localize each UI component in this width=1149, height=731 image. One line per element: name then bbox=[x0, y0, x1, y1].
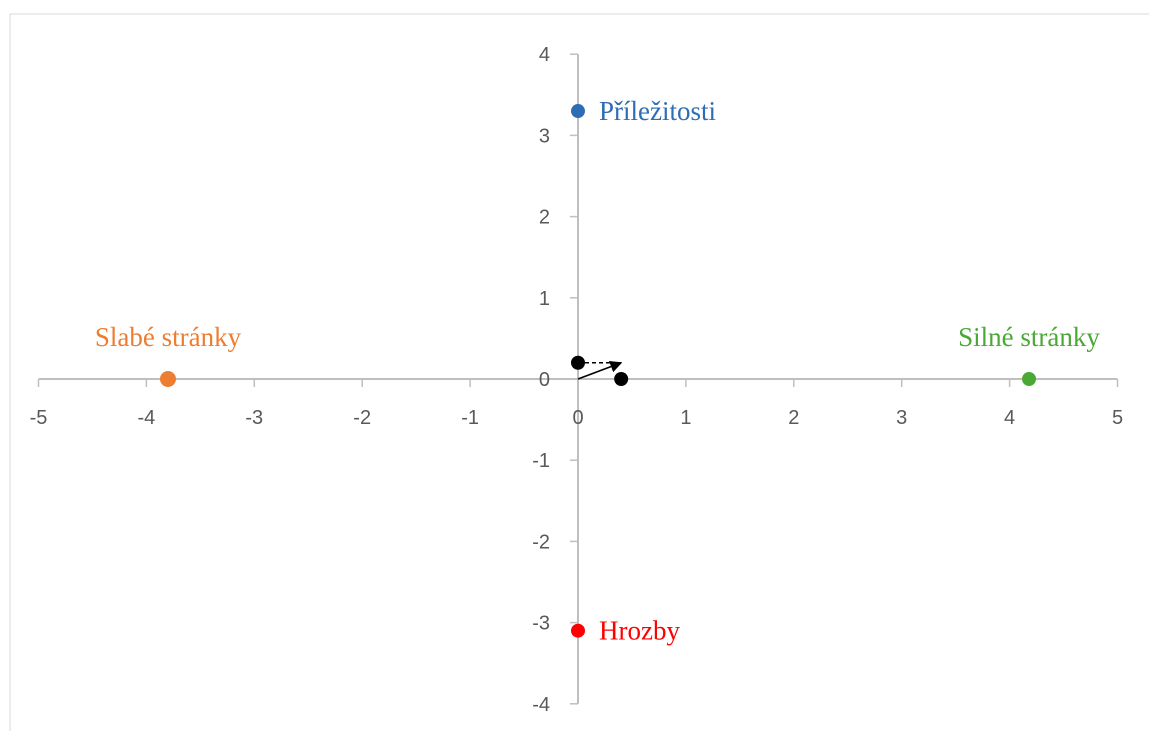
y-tick-label: -4 bbox=[532, 694, 550, 716]
vector-point bbox=[571, 355, 585, 370]
point-labels: Příležitosti Slabé stránky Silné stránky Hr… bbox=[95, 96, 1101, 646]
data-point-label: Slabé stránky bbox=[95, 322, 242, 352]
vector-point bbox=[614, 372, 629, 386]
x-tick-label: -4 bbox=[138, 407, 156, 429]
x-tick-label: -3 bbox=[245, 407, 263, 429]
data-point-label: Hrozby bbox=[599, 616, 680, 646]
y-tick-labels: -4 -3 -2 -1 0 1 2 3 4 bbox=[532, 44, 550, 716]
y-tick-label: -3 bbox=[532, 613, 550, 635]
x-tick-label: -2 bbox=[353, 407, 371, 429]
data-point bbox=[159, 371, 176, 387]
y-tick-label: 4 bbox=[539, 44, 550, 66]
x-tick-label: -1 bbox=[461, 407, 479, 429]
data-point bbox=[1022, 372, 1037, 386]
x-tick-label: 0 bbox=[572, 407, 583, 429]
y-tick-label: 3 bbox=[539, 125, 550, 147]
x-tick-label: 3 bbox=[896, 407, 907, 429]
y-tick-label: 2 bbox=[539, 207, 550, 229]
data-point bbox=[571, 623, 585, 638]
vectors bbox=[577, 360, 623, 380]
x-tick-label: -5 bbox=[30, 407, 48, 429]
x-tick-labels: -5 -4 -3 -2 -1 0 1 2 3 4 5 bbox=[30, 407, 1123, 429]
resultant-vector-arrow bbox=[577, 360, 623, 380]
y-tick-label: -2 bbox=[532, 531, 550, 553]
y-tick-label: 0 bbox=[539, 369, 550, 391]
data-point-label: Příležitosti bbox=[599, 96, 716, 126]
data-points bbox=[159, 104, 1037, 638]
x-tick-label: 1 bbox=[680, 407, 691, 429]
x-tick-label: 4 bbox=[1004, 407, 1015, 429]
x-tick-label: 5 bbox=[1112, 407, 1123, 429]
y-tick-label: 1 bbox=[539, 288, 550, 310]
data-point-label: Silné stránky bbox=[958, 322, 1100, 352]
data-point bbox=[571, 104, 585, 119]
x-tick-label: 2 bbox=[788, 407, 799, 429]
y-tick-label: -1 bbox=[532, 450, 550, 472]
